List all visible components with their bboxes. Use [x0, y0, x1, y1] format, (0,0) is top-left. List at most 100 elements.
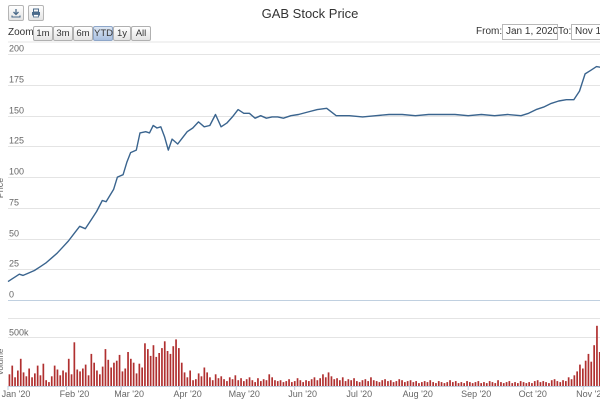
y-tick-label: 50 [9, 229, 19, 239]
volume-bar [25, 376, 28, 386]
volume-bar [274, 380, 276, 386]
volume-bar [48, 382, 50, 386]
to-label: To: [558, 26, 572, 37]
volume-bar [406, 381, 409, 386]
print-icon[interactable] [28, 5, 44, 21]
volume-bar [203, 367, 206, 386]
volume-bar [186, 377, 189, 386]
volume-bar [147, 349, 149, 386]
volume-bar [310, 379, 313, 386]
volume-bar [350, 380, 352, 386]
volume-bar [82, 368, 84, 386]
volume-bar [65, 372, 67, 386]
volume-bar [214, 374, 217, 386]
volume-bar [223, 379, 225, 386]
volume-bar [404, 382, 406, 386]
x-tick-label: Feb '20 [60, 389, 90, 399]
volume-bar [172, 346, 175, 386]
volume-bar [36, 365, 39, 386]
volume-bar [28, 368, 30, 386]
volume-bar [31, 377, 33, 386]
volume-bar [161, 348, 163, 386]
volume-bar [200, 376, 203, 386]
zoom-6m-button[interactable]: 6m [73, 26, 93, 41]
volume-bar [291, 382, 293, 386]
zoom-1m-button[interactable]: 1m [33, 26, 53, 41]
volume-bar [96, 370, 98, 386]
volume-bar [593, 345, 595, 386]
volume-bar [542, 381, 545, 386]
volume-bar [330, 376, 333, 386]
volume-bar [226, 381, 228, 386]
volume-bar [178, 348, 180, 386]
zoom-3m-button[interactable]: 3m [53, 26, 73, 41]
volume-bar [550, 380, 553, 386]
volume-bar [288, 379, 290, 386]
volume-bar [84, 364, 87, 386]
x-tick-label: Mar '20 [114, 389, 144, 399]
volume-bar [220, 376, 223, 386]
price-series [7, 65, 600, 283]
volume-bar [231, 379, 234, 386]
volume-bar [257, 378, 259, 386]
zoom-all-button[interactable]: All [131, 26, 151, 41]
volume-grid [8, 318, 600, 387]
volume-bar [579, 364, 581, 386]
volume-bar [251, 380, 254, 386]
volume-bar [364, 379, 367, 386]
volume-bar [553, 379, 556, 386]
volume-bar [308, 381, 310, 386]
volume-bar [234, 375, 237, 386]
volume-bar [197, 373, 200, 386]
volume-bar [477, 381, 480, 386]
volume-bar [432, 382, 434, 386]
price-y-axis-labels: 0 25 50 75 100 125 150 175 200 [9, 44, 24, 300]
volume-bar [466, 381, 468, 386]
volume-bar [144, 343, 146, 386]
y-axis-title: Price [0, 178, 5, 199]
volume-bar [356, 381, 358, 386]
y-tick-label: 75 [9, 198, 19, 208]
volume-bar [469, 382, 471, 386]
chart-title: GAB Stock Price [261, 6, 359, 21]
volume-bar [596, 325, 598, 386]
volume-bar [570, 379, 573, 386]
zoom-ytd-button[interactable]: YTD [93, 26, 113, 41]
volume-bar [19, 358, 22, 386]
x-tick-label: May '20 [229, 389, 260, 399]
volume-bar [260, 381, 262, 386]
volume-bar [299, 380, 302, 386]
volume-bar [324, 377, 327, 386]
volume-bar [398, 379, 401, 386]
volume-bar [347, 379, 350, 386]
volume-bar [53, 365, 56, 386]
volume-bar [471, 383, 474, 386]
volume-bar [206, 372, 208, 386]
volume-bar [437, 381, 440, 386]
volume-bar [243, 381, 245, 386]
volume-bar [42, 363, 45, 386]
volume-bar [56, 369, 59, 386]
volume-bar [409, 380, 412, 386]
volume-bar [265, 380, 268, 386]
volume-bar [132, 362, 135, 386]
zoom-1y-button[interactable]: 1y [113, 26, 131, 41]
volume-bar [62, 370, 64, 386]
volume-bar [101, 366, 104, 386]
volume-bar [45, 380, 47, 386]
to-date-input[interactable]: Nov 12, 2020 [571, 24, 600, 40]
from-date-input[interactable]: Jan 1, 2020 [502, 24, 558, 40]
download-icon[interactable] [8, 5, 24, 21]
volume-bar [158, 353, 160, 386]
volume-bar [576, 371, 578, 386]
volume-bar [418, 383, 420, 386]
volume-bar [124, 368, 127, 386]
x-tick-label: Sep '20 [461, 389, 491, 399]
volume-bar [113, 362, 115, 386]
volume-bar [587, 353, 590, 386]
volume-bar [296, 378, 299, 386]
volume-bar [333, 379, 336, 386]
volume-bar [584, 360, 587, 386]
volume-bar [319, 378, 321, 386]
